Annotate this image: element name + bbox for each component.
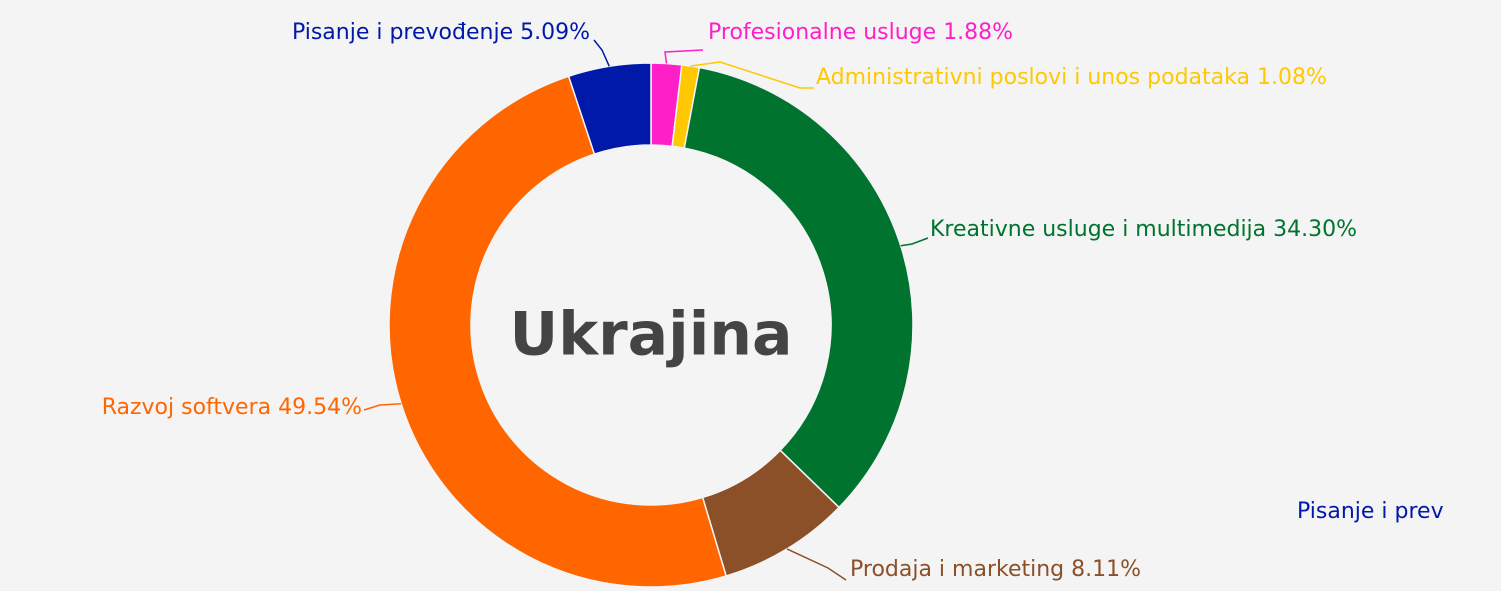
data-label: Kreativne usluge i multimedija 34.30% (930, 217, 1357, 242)
chart-title: Ukrajina (509, 300, 792, 370)
value-label: 49.54% (278, 395, 362, 420)
category-name: Administrativni poslovi i unos podataka (816, 65, 1250, 90)
leader-line (690, 61, 814, 89)
overflow-label: Pisanje i prev (1297, 499, 1444, 524)
value-label: 8.11% (1071, 557, 1141, 582)
leader-line (363, 403, 402, 411)
value-label: 1.88% (943, 20, 1013, 45)
donut-slice (567, 62, 652, 156)
value-label: 5.09% (520, 20, 590, 45)
leader-line (664, 49, 704, 64)
leader-line (900, 237, 929, 247)
data-label: Razvoj softvera 49.54% (102, 395, 362, 420)
value-label: 1.08% (1257, 65, 1327, 90)
donut-slice (683, 66, 914, 509)
leader-line (786, 548, 847, 581)
data-label: Profesionalne usluge 1.88% (708, 20, 1013, 45)
category-name: Pisanje i prevođenje (292, 20, 513, 45)
category-name: Razvoj softvera (102, 395, 271, 420)
donut-slice (388, 75, 728, 588)
category-name: Kreativne usluge i multimedija (930, 217, 1266, 242)
value-label: 34.30% (1273, 217, 1357, 242)
data-label: Administrativni poslovi i unos podataka … (816, 65, 1327, 90)
data-label: Pisanje i prevođenje 5.09% (292, 20, 590, 45)
category-name: Prodaja i marketing (850, 557, 1064, 582)
leader-line (593, 39, 610, 67)
category-name: Profesionalne usluge (708, 20, 936, 45)
data-label: Prodaja i marketing 8.11% (850, 557, 1141, 582)
